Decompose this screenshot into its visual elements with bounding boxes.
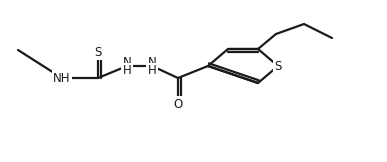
Text: H: H	[147, 64, 156, 77]
Text: N: N	[123, 57, 131, 69]
Text: NH: NH	[53, 71, 71, 85]
Text: S: S	[274, 59, 282, 73]
Text: N: N	[147, 57, 156, 69]
Text: H: H	[123, 64, 131, 77]
Text: S: S	[94, 46, 102, 58]
Text: O: O	[173, 98, 183, 110]
